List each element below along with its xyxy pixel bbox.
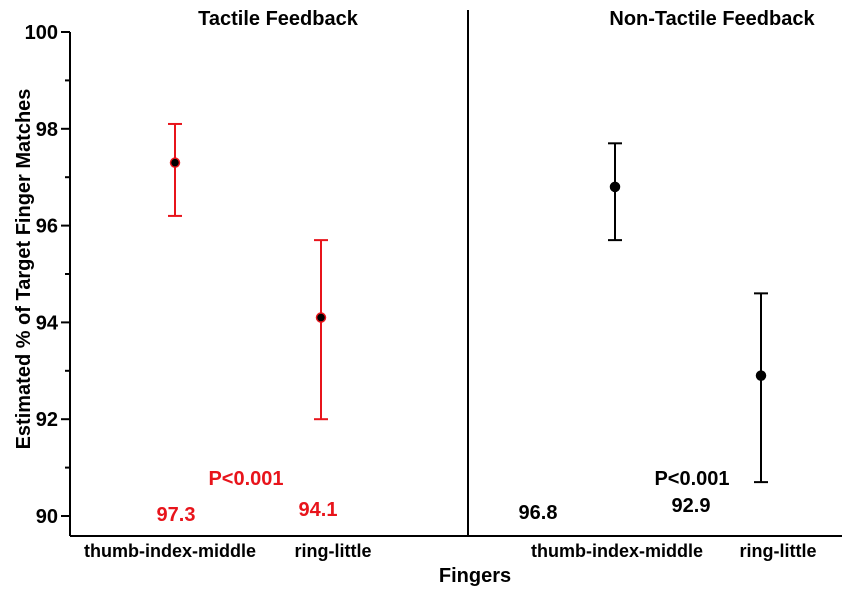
data-point: [755, 370, 767, 381]
data-label-tactile-thumb: 97.3: [157, 504, 196, 526]
panel-title-non-tactile: Non-Tactile Feedback: [609, 8, 815, 30]
data-label-nontactile-ring: 92.9: [672, 495, 711, 517]
panel-title-tactile: Tactile Feedback: [198, 8, 359, 30]
error-bar-point: [754, 292, 768, 484]
y-tick-label: 94: [36, 312, 59, 334]
data-label-nontactile-thumb: 96.8: [519, 502, 558, 524]
p-value-tactile: P<0.001: [208, 468, 283, 490]
x-tick-label: ring-little: [295, 541, 372, 561]
p-value-non-tactile: P<0.001: [654, 468, 729, 490]
x-axis-label: Fingers: [439, 565, 511, 587]
y-tick-label: 98: [36, 119, 58, 141]
x-tick-label: thumb-index-middle: [84, 541, 256, 561]
data-label-tactile-ring: 94.1: [299, 499, 338, 521]
x-tick-label: thumb-index-middle: [531, 541, 703, 561]
y-tick-label: 90: [36, 506, 58, 528]
data-point: [169, 157, 181, 168]
y-axis-label: Estimated % of Target Finger Matches: [13, 89, 35, 450]
data-point: [315, 312, 327, 323]
error-bar-point: [608, 142, 622, 242]
error-bar-point: [314, 239, 328, 421]
y-ticks: 90 92 94 96 98 100: [25, 22, 70, 528]
y-tick-label: 92: [36, 409, 58, 431]
y-tick-label: 100: [25, 22, 58, 44]
error-bar-point: [168, 122, 182, 217]
y-tick-label: 96: [36, 216, 58, 238]
data-point: [609, 181, 621, 193]
chart-marks: [168, 122, 768, 484]
x-tick-label: ring-little: [740, 541, 817, 561]
